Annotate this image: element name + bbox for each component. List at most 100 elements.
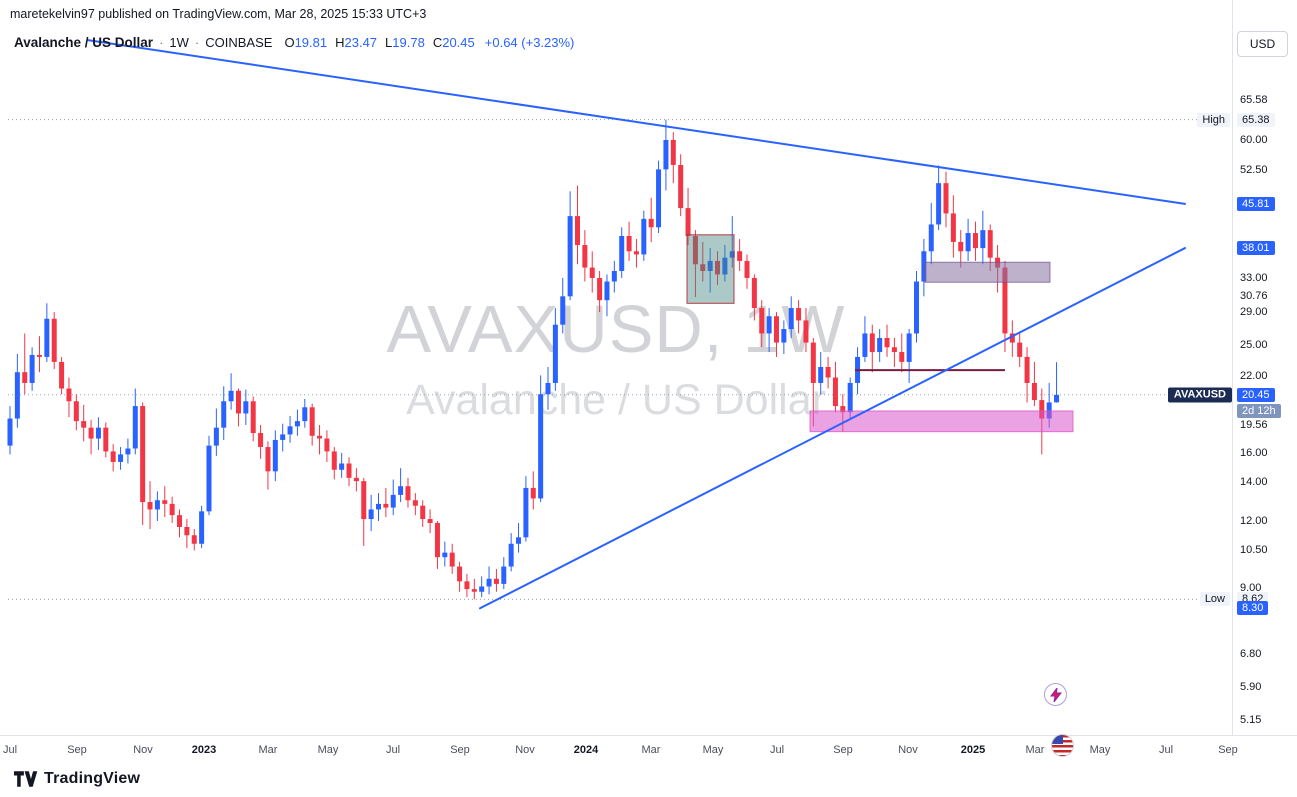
separator-dot: · [159, 35, 164, 50]
candle-body [228, 390, 234, 402]
candle-body [936, 183, 942, 225]
price-tick: 25.00 [1240, 339, 1268, 351]
candle-body [818, 366, 824, 383]
time-label-month: Jul [2, 744, 18, 756]
tradingview-logo-icon [14, 771, 38, 787]
candle-body [641, 218, 647, 255]
candle-body [773, 316, 779, 343]
low-label: L [385, 35, 393, 50]
candle-body [390, 494, 396, 508]
candle-body [840, 406, 846, 413]
price-tick: 9.00 [1240, 582, 1262, 594]
candle-body [715, 260, 721, 275]
candle-body [162, 500, 168, 504]
candle-body [958, 241, 964, 252]
candle-body [103, 427, 109, 452]
time-label-year: 2025 [960, 744, 986, 756]
candle-body [280, 434, 286, 440]
candle-body [398, 486, 404, 495]
candle-body [832, 377, 838, 407]
currency-button[interactable]: USD [1237, 31, 1288, 57]
candle-body [921, 251, 927, 282]
candle-body [272, 439, 278, 472]
time-label-month: Nov [515, 744, 535, 756]
price-tick: 29.00 [1240, 306, 1268, 318]
price-tick: 16.00 [1240, 447, 1268, 459]
price-tick: 6.80 [1240, 648, 1262, 660]
candle-body [707, 260, 713, 272]
trendline-price-label: 38.01 [1237, 241, 1275, 256]
candle-body [604, 281, 610, 301]
candle-body [243, 401, 249, 414]
candle-body [29, 354, 35, 383]
candle-body [891, 347, 897, 353]
candle-body [1054, 394, 1060, 403]
candle-body [965, 233, 971, 252]
close-value: 20.45 [442, 35, 475, 50]
price-axis[interactable]: 65.38 8.62 20.45 2d 12h 65.58 60.00 52.50 3… [1232, 0, 1297, 763]
candle-body [493, 578, 499, 584]
ascending-trendline [479, 247, 1186, 610]
candle-body [405, 486, 411, 501]
candle-body [22, 372, 28, 383]
us-flag-emoji-sticker[interactable] [1051, 734, 1074, 757]
candle-body [287, 426, 293, 435]
candle-body [51, 318, 57, 362]
time-axis[interactable]: Jul Sep Nov 2023 Mar May Jul Sep Nov 2024 Mar May Ju… [0, 735, 1297, 764]
time-label-year: 2023 [191, 744, 217, 756]
candle-body [722, 257, 728, 275]
candle-body [169, 503, 175, 516]
candle-body [294, 421, 300, 427]
candle-body [479, 586, 485, 592]
symbol-title[interactable]: Avalanche / US Dollar [14, 35, 154, 50]
time-label-month: May [1089, 744, 1111, 756]
candle-body [81, 421, 87, 428]
ohlc-values: O19.81 H23.47 L19.78 C20.45 +0.64 (+3.23… [284, 35, 574, 50]
price-tick: 5.15 [1240, 714, 1262, 726]
candle-body [663, 140, 669, 170]
symbol-info-bar: Avalanche / US Dollar · 1W · COINBASE O1… [14, 35, 574, 50]
candle-body [44, 318, 50, 357]
candle-body [110, 451, 116, 462]
candle-body [317, 435, 323, 439]
candle-body [199, 511, 205, 544]
candle-body [516, 537, 522, 544]
candle-body [353, 477, 359, 482]
candle-body [523, 487, 529, 538]
candle-body [597, 277, 603, 301]
exchange-label: COINBASE [205, 35, 273, 50]
lightning-emoji-sticker[interactable] [1044, 683, 1067, 706]
candle-body [803, 320, 809, 343]
candle-body [729, 251, 735, 258]
candle-body [449, 552, 455, 567]
candle-body [877, 337, 883, 353]
candle-body [486, 578, 492, 587]
last-price-label: 20.45 [1237, 387, 1275, 402]
candle-body [125, 448, 131, 455]
descending-trendline [87, 39, 1186, 205]
candle-body [751, 277, 757, 309]
candle-body [862, 333, 868, 357]
tradingview-logo[interactable]: TradingView [14, 769, 140, 789]
demand-zone [809, 410, 1074, 433]
chart-canvas[interactable] [0, 0, 1232, 763]
separator-dot: · [194, 35, 200, 50]
candle-body [1017, 342, 1023, 357]
time-label-month: Sep [450, 744, 470, 756]
price-tick: 14.00 [1240, 476, 1268, 488]
candle-body [206, 445, 212, 512]
candle-body [464, 581, 470, 590]
candle-body [980, 230, 986, 249]
candle-body [471, 589, 477, 592]
candle-body [678, 164, 684, 209]
candle-body [796, 308, 802, 321]
candle-body [7, 418, 13, 446]
price-tick: 52.50 [1240, 164, 1268, 176]
candle-body [412, 500, 418, 506]
time-label-month: Nov [898, 744, 918, 756]
candle-body [376, 503, 381, 510]
price-tick: 10.50 [1240, 544, 1268, 556]
time-label-month: May [317, 744, 339, 756]
time-label-month: Jul [385, 744, 401, 756]
